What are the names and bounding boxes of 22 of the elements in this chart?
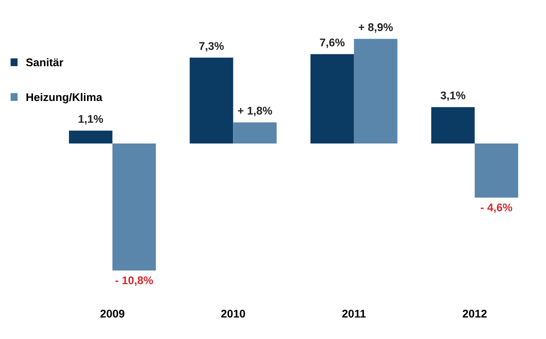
bar — [354, 38, 398, 144]
bar — [431, 107, 475, 144]
data-label: 3,1% — [440, 91, 466, 101]
data-label: + 8,9% — [358, 23, 393, 33]
data-label: 7,6% — [320, 38, 345, 48]
bar — [190, 58, 234, 144]
data-label: - 10,8% — [115, 276, 154, 286]
legend-label: Heizung/Klima — [26, 92, 102, 104]
bar — [310, 54, 354, 144]
data-label: + 1,8% — [238, 106, 272, 116]
bar — [68, 130, 112, 144]
bar — [112, 144, 156, 271]
bar — [233, 122, 277, 144]
data-label: - 4,6% — [480, 203, 512, 213]
x-tick-label: 2011 — [342, 310, 366, 318]
x-tick-label: 2010 — [221, 310, 246, 318]
bar — [474, 144, 518, 198]
legend-label: Sanitär — [26, 58, 64, 66]
data-label: 7,3% — [199, 42, 224, 52]
x-tick-label: 2012 — [462, 310, 487, 318]
data-label: 1,1% — [78, 115, 104, 124]
x-tick-label: 2009 — [100, 310, 124, 318]
